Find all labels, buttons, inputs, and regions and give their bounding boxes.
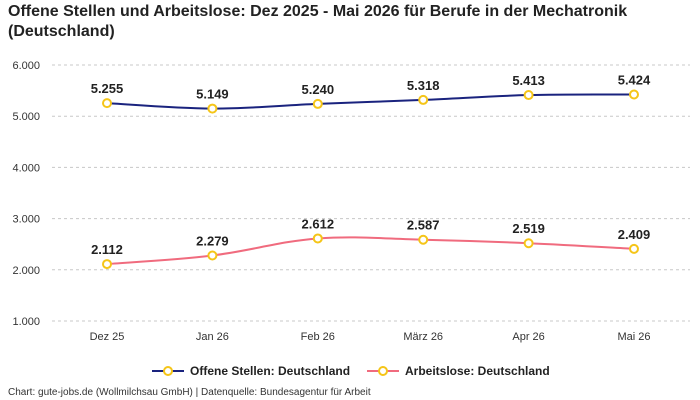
series-line-offene-stellen xyxy=(106,93,635,110)
data-label: 2.112 xyxy=(91,242,123,257)
data-label: 5.424 xyxy=(618,72,651,87)
data-label: 5.149 xyxy=(196,87,229,102)
data-point xyxy=(207,250,218,261)
data-point xyxy=(207,103,218,114)
data-point xyxy=(312,98,323,109)
legend-label: Arbeitslose: Deutschland xyxy=(405,364,550,378)
x-tick-label: Apr 26 xyxy=(512,331,544,343)
data-label: 5.255 xyxy=(91,81,124,96)
data-label: 5.413 xyxy=(512,73,545,88)
data-point xyxy=(523,90,534,101)
legend-label: Offene Stellen: Deutschland xyxy=(190,364,350,378)
y-tick-label: 6.000 xyxy=(12,60,40,72)
data-point xyxy=(102,259,112,270)
data-label: 2.279 xyxy=(196,234,229,249)
chart-footer: Chart: gute-jobs.de (Wollmilchsau GmbH) … xyxy=(8,387,371,398)
data-point xyxy=(102,98,112,109)
data-point xyxy=(312,233,323,244)
chart-title: Offene Stellen und Arbeitslose: Dez 2025… xyxy=(8,3,628,40)
data-point xyxy=(418,234,429,245)
x-tick-label: Mai 26 xyxy=(617,331,650,343)
y-tick-label: 3.000 xyxy=(12,214,40,226)
data-label: 2.612 xyxy=(302,216,335,231)
data-point xyxy=(629,89,639,100)
y-tick-label: 1.000 xyxy=(12,316,40,328)
x-tick-label: Feb 26 xyxy=(301,331,335,343)
y-tick-label: 2.000 xyxy=(12,265,40,277)
data-point xyxy=(629,243,639,254)
data-label: 2.519 xyxy=(512,221,545,236)
y-tick-label: 4.000 xyxy=(12,162,40,174)
data-point xyxy=(418,94,429,105)
data-label: 5.240 xyxy=(302,82,335,97)
x-tick-label: Dez 25 xyxy=(90,331,125,343)
data-label: 2.587 xyxy=(407,218,440,233)
legend-swatch-marker xyxy=(163,366,173,376)
y-tick-label: 5.000 xyxy=(12,111,40,123)
x-tick-label: März 26 xyxy=(403,331,443,343)
data-point xyxy=(523,238,534,249)
x-tick-label: Jan 26 xyxy=(196,331,229,343)
data-label: 5.318 xyxy=(407,78,440,93)
data-label: 2.409 xyxy=(618,227,651,242)
series-line-arbeitslose xyxy=(106,236,635,266)
legend-swatch-marker xyxy=(378,366,388,376)
